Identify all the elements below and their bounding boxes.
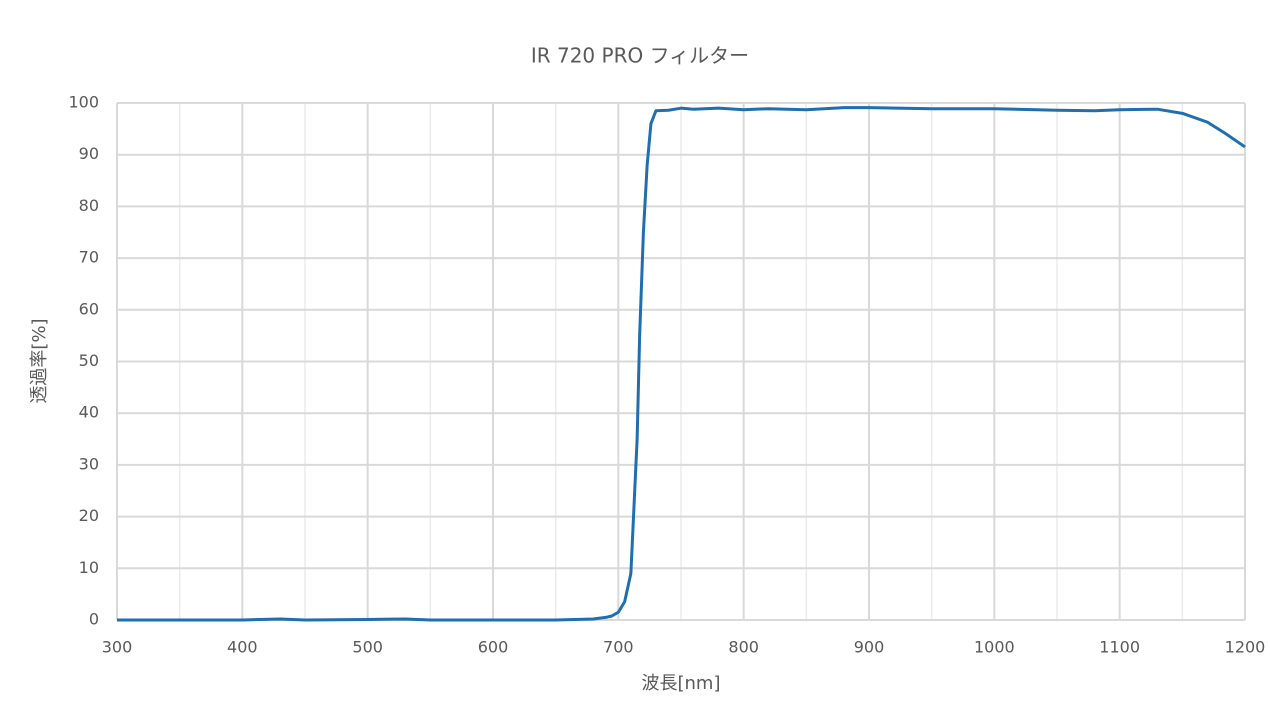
y-tick-label: 100 <box>68 93 99 112</box>
x-tick-label: 500 <box>352 638 383 657</box>
x-tick-label: 400 <box>227 638 258 657</box>
x-tick-label: 300 <box>102 638 133 657</box>
y-tick-label: 70 <box>79 248 99 267</box>
x-tick-label: 600 <box>478 638 509 657</box>
y-tick-label: 40 <box>79 403 99 422</box>
x-tick-label: 1100 <box>1099 638 1140 657</box>
x-tick-label: 900 <box>854 638 885 657</box>
x-tick-label: 800 <box>728 638 759 657</box>
y-tick-label: 90 <box>79 144 99 163</box>
x-tick-label: 700 <box>603 638 634 657</box>
y-tick-label: 20 <box>79 506 99 525</box>
y-tick-label: 30 <box>79 454 99 473</box>
y-tick-label: 80 <box>79 196 99 215</box>
data-line <box>117 106 1246 622</box>
x-tick-label: 1000 <box>974 638 1015 657</box>
chart-title: IR 720 PRO フィルター <box>531 44 749 68</box>
x-tick-label: 1200 <box>1225 638 1266 657</box>
y-axis-title: 透過率[%] <box>29 318 50 403</box>
y-tick-label: 10 <box>79 558 99 577</box>
y-tick-label: 0 <box>89 610 99 629</box>
y-tick-label: 50 <box>79 351 99 370</box>
y-tick-label: 60 <box>79 299 99 318</box>
x-axis-title: 波長[nm] <box>642 673 721 694</box>
